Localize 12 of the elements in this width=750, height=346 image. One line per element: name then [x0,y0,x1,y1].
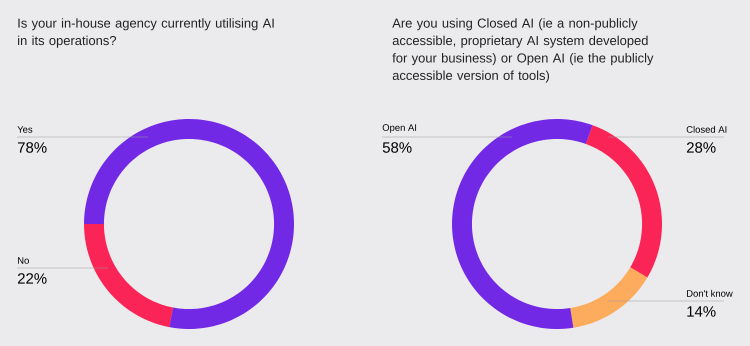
data-label: 22% [18,273,47,284]
data-label: 14% [687,306,716,317]
slice-label: Yes [17,126,32,133]
slice-label: Closed AI [686,126,726,133]
slice-label: Don't know [686,290,733,297]
slice-label: No [18,257,29,264]
chart-title: Are you using Closed AI (ie a non-publicly accessible, proprietary AI system developed for your business) or Open AI (ie the publicly accessible version of tools) [392,18,654,83]
data-label: 28% [686,142,716,153]
data-label: 58% [382,142,412,153]
slice-label: Open AI [382,124,416,133]
data-label: 78% [18,142,47,153]
chart-title: Is your in-house agency currently utilising AI in its operations? [18,18,274,48]
